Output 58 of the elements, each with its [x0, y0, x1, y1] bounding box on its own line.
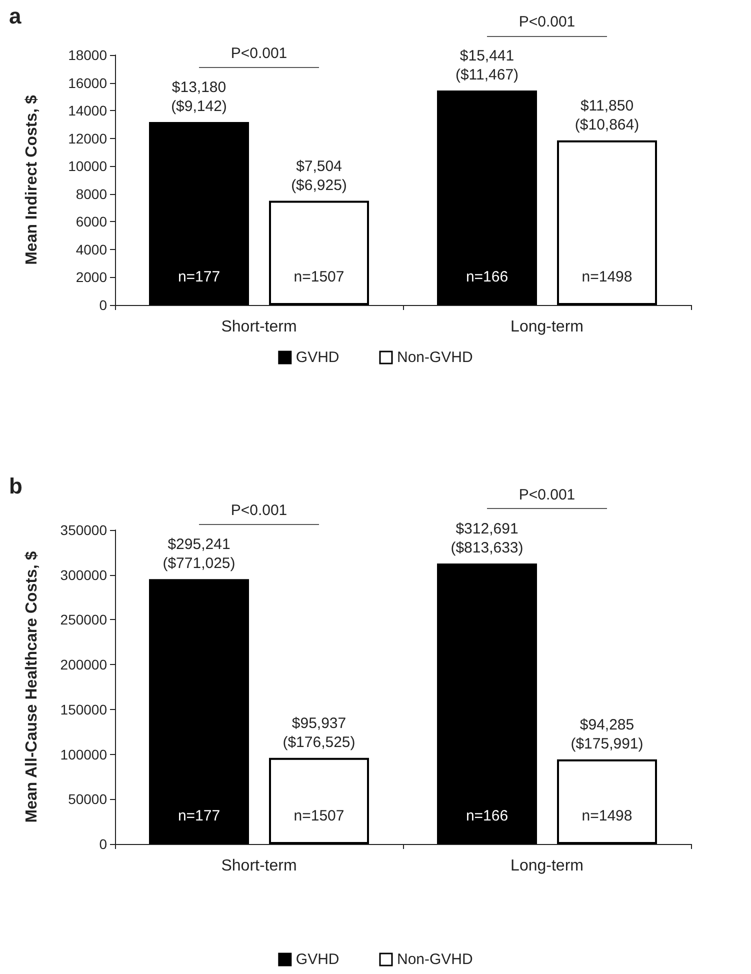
annotation: P<0.001 [230, 44, 288, 62]
x-tick-label: Short-term [221, 858, 297, 874]
y-tick-label: 0 [99, 836, 108, 852]
y-tick-label: 4000 [76, 241, 108, 258]
legend-label: Non-GVHD [396, 951, 474, 968]
y-tick-label: 10000 [68, 158, 108, 174]
bar [437, 563, 537, 844]
x-tick-label: Long-term [510, 318, 584, 336]
data-label: $312,691 ($813,633) [450, 520, 524, 556]
y-axis-title: Mean Indirect Costs, $ [24, 94, 40, 265]
text: P<0.001 [230, 502, 288, 520]
annotation: n=1498 [582, 808, 632, 824]
data-label: $15,441 ($11,467) [455, 48, 519, 84]
y-tick-label: 200000 [60, 656, 108, 673]
text: P<0.001 [518, 14, 576, 31]
y-tick-label: 250000 [60, 612, 108, 628]
data-label: $95,937 ($176,525) [282, 714, 356, 751]
data-label: $7,504 ($6,925) [291, 158, 347, 194]
chart-title: a [9, 4, 22, 28]
bar [149, 579, 249, 844]
annotation: n=166 [466, 808, 508, 824]
y-axis-title: Mean All-Cause Healthcare Costs, $ [24, 551, 40, 823]
y-tick-label: 18000 [68, 47, 108, 63]
annotation: n=1507 [294, 268, 344, 286]
y-tick-label: 6000 [76, 214, 108, 230]
annotation: n=1507 [294, 808, 344, 824]
bar [557, 759, 657, 844]
legend-label: Non-GVHD [396, 349, 474, 366]
data-label: $295,241 ($771,025) [162, 536, 236, 572]
y-tick-label: 8000 [76, 186, 108, 202]
y-tick-label: 300000 [60, 566, 108, 583]
x-tick-label: Short-term [221, 318, 297, 336]
annotation: n=1498 [582, 268, 632, 286]
bar [437, 90, 537, 305]
y-tick-label: 14000 [68, 102, 108, 119]
y-tick-label: 0 [99, 297, 108, 313]
y-tick-label: 50000 [68, 791, 108, 808]
legend-label: GVHD [296, 349, 340, 366]
y-tick-label: 12000 [68, 130, 108, 146]
y-tick-label: 350000 [60, 522, 108, 538]
bar [269, 200, 369, 305]
annotation: n=166 [466, 268, 508, 286]
annotation: n=177 [178, 268, 220, 286]
data-label: $13,180 ($9,142) [171, 78, 227, 115]
y-tick-label: 150000 [60, 701, 108, 718]
x-tick-label: Long-term [510, 858, 584, 874]
data-label: $94,285 ($175,991) [570, 716, 644, 752]
text: P<0.001 [518, 486, 576, 504]
y-tick-label: 100000 [60, 746, 108, 762]
chart-title: b [9, 474, 22, 498]
legend-label: GVHD [296, 951, 340, 968]
bar [149, 122, 249, 305]
bar [269, 758, 369, 844]
y-tick-label: 16000 [68, 74, 108, 91]
annotation: n=177 [178, 808, 220, 824]
y-tick-label: 2000 [76, 269, 108, 286]
data-label: $11,850 ($10,864) [574, 97, 640, 134]
bar [557, 140, 657, 305]
